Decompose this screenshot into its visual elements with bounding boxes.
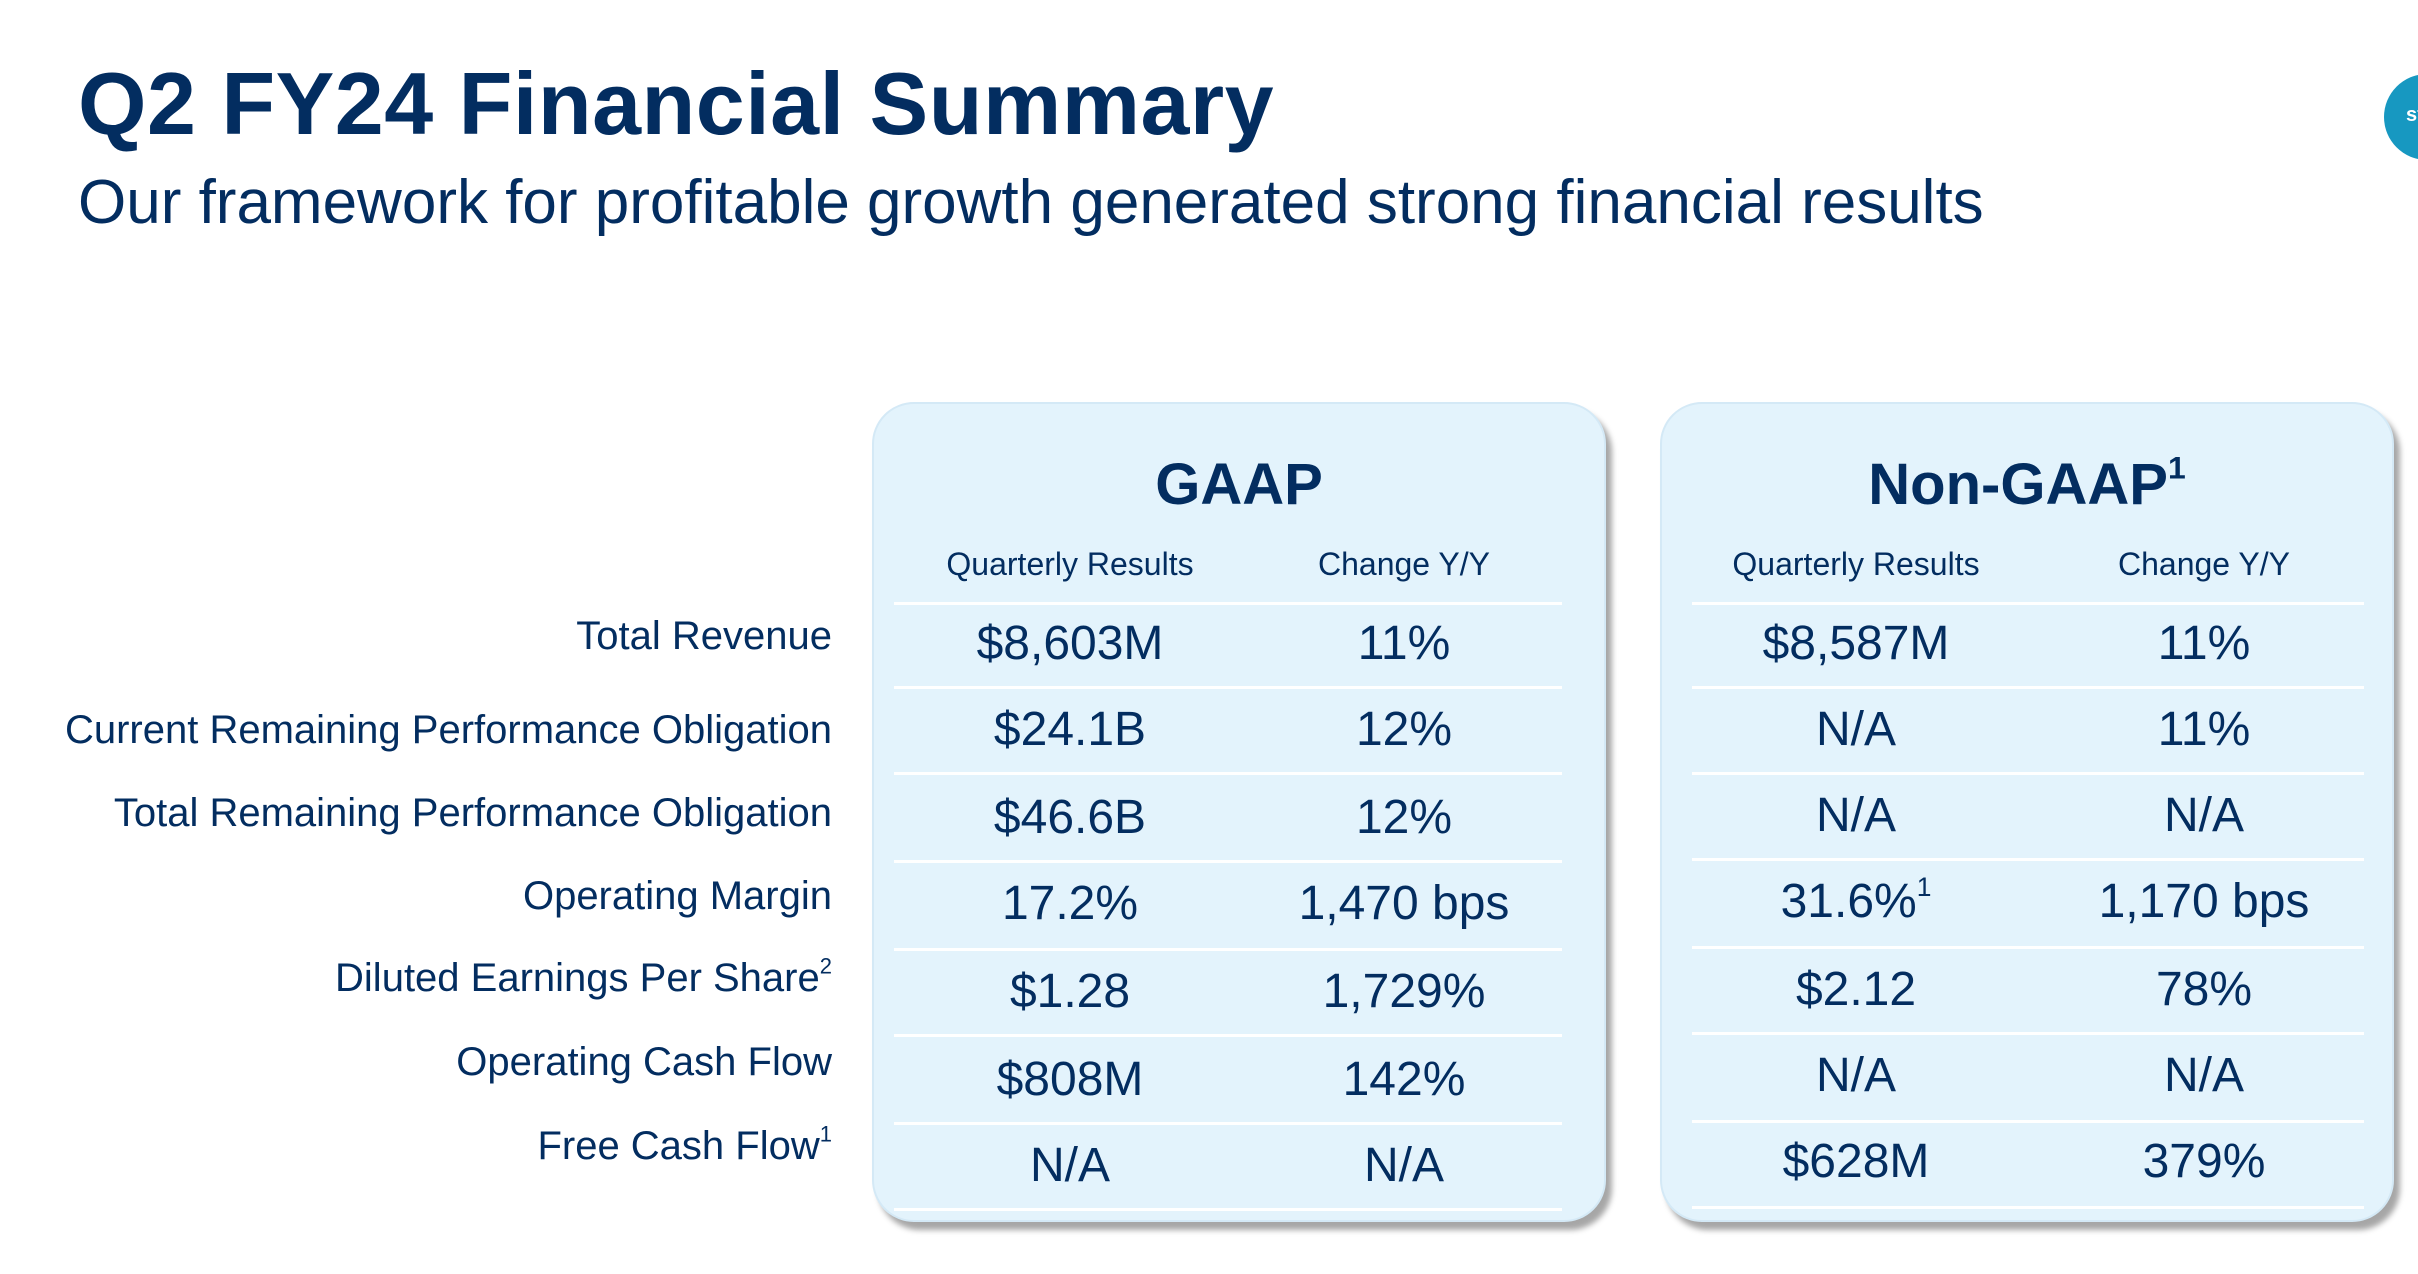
- gaap-value: $808M: [996, 1053, 1144, 1106]
- label-diluted-eps: Diluted Earnings Per Share2: [335, 953, 832, 1000]
- gaap-value: $24.1B: [993, 703, 1147, 756]
- gaap-title: GAAP: [1155, 452, 1323, 517]
- non-gaap-rule: [1692, 602, 2364, 605]
- gaap-value: $46.6B: [993, 791, 1147, 844]
- non-gaap-title: Non-GAAP1: [1868, 449, 2186, 517]
- label-crpo: Current Remaining Performance Obligation: [64, 708, 832, 752]
- op-margin-footnote: 1: [1916, 871, 1932, 902]
- non-gaap-panel: Non-GAAP1 Quarterly Results Change Y/Y $…: [1660, 402, 2394, 1222]
- gaap-change: 1,470 bps: [1298, 877, 1510, 930]
- gaap-rule: [894, 686, 1562, 689]
- page-subtitle: Our framework for profitable growth gene…: [78, 168, 1984, 237]
- gaap-value: $1.28: [1009, 965, 1131, 1018]
- gaap-rule: [894, 1034, 1562, 1037]
- label-free-cash-flow: Free Cash Flow1: [537, 1121, 832, 1168]
- page-title: Q2 FY24 Financial Summary: [78, 54, 1275, 153]
- non-gaap-value: $628M: [1782, 1135, 1930, 1188]
- gaap-rule: [894, 948, 1562, 951]
- non-gaap-value: $8,587M: [1762, 617, 1950, 670]
- non-gaap-value: $2.12: [1795, 963, 1917, 1016]
- gaap-value: $8,603M: [976, 617, 1164, 670]
- gaap-col-change: Change Y/Y: [1318, 546, 1490, 582]
- gaap-panel: GAAP Quarterly Results Change Y/Y $8,603…: [872, 402, 1606, 1222]
- logo-text: sf: [2406, 104, 2418, 126]
- gaap-change: 11%: [1357, 617, 1451, 670]
- non-gaap-rule: [1692, 1206, 2364, 1209]
- gaap-value: 17.2%: [1001, 877, 1139, 930]
- non-gaap-value: N/A: [1815, 789, 1896, 842]
- gaap-rule: [894, 602, 1562, 605]
- label-rpo: Total Remaining Performance Obligation: [113, 791, 832, 835]
- non-gaap-col-quarterly: Quarterly Results: [1732, 546, 1980, 582]
- gaap-rule: [894, 1208, 1562, 1211]
- non-gaap-change: 11%: [2157, 703, 2251, 756]
- non-gaap-value: 31.6%1: [1780, 871, 1932, 928]
- gaap-change: N/A: [1363, 1139, 1444, 1192]
- label-total-revenue: Total Revenue: [576, 614, 832, 658]
- gaap-rule: [894, 1122, 1562, 1125]
- gaap-change: 142%: [1342, 1053, 1466, 1106]
- salesforce-logo: sf: [2384, 74, 2418, 160]
- non-gaap-rule: [1692, 1120, 2364, 1123]
- gaap-col-quarterly: Quarterly Results: [946, 546, 1194, 582]
- label-operating-margin: Operating Margin: [522, 874, 832, 918]
- non-gaap-change: N/A: [2163, 1049, 2244, 1102]
- non-gaap-rule: [1692, 858, 2364, 861]
- non-gaap-change: 78%: [2155, 963, 2253, 1016]
- non-gaap-change: 1,170 bps: [2098, 875, 2310, 928]
- footnote-1: 1: [819, 1121, 832, 1147]
- non-gaap-rule: [1692, 1032, 2364, 1035]
- non-gaap-rule: [1692, 686, 2364, 689]
- non-gaap-change: 11%: [2157, 617, 2251, 670]
- gaap-rule: [894, 860, 1562, 863]
- gaap-change: 12%: [1355, 703, 1453, 756]
- footnote-2: 2: [819, 953, 832, 979]
- gaap-value: N/A: [1029, 1139, 1110, 1192]
- non-gaap-value: N/A: [1815, 703, 1896, 756]
- non-gaap-value: N/A: [1815, 1049, 1896, 1102]
- non-gaap-change: 379%: [2142, 1135, 2266, 1188]
- non-gaap-rule: [1692, 772, 2364, 775]
- non-gaap-footnote: 1: [2167, 449, 2186, 486]
- non-gaap-rule: [1692, 946, 2364, 949]
- gaap-rule: [894, 772, 1562, 775]
- non-gaap-change: N/A: [2163, 789, 2244, 842]
- non-gaap-col-change: Change Y/Y: [2118, 546, 2290, 582]
- label-operating-cash-flow: Operating Cash Flow: [456, 1040, 832, 1084]
- gaap-change: 1,729%: [1322, 965, 1486, 1018]
- row-labels: Total Revenue Current Remaining Performa…: [0, 0, 832, 1274]
- gaap-change: 12%: [1355, 791, 1453, 844]
